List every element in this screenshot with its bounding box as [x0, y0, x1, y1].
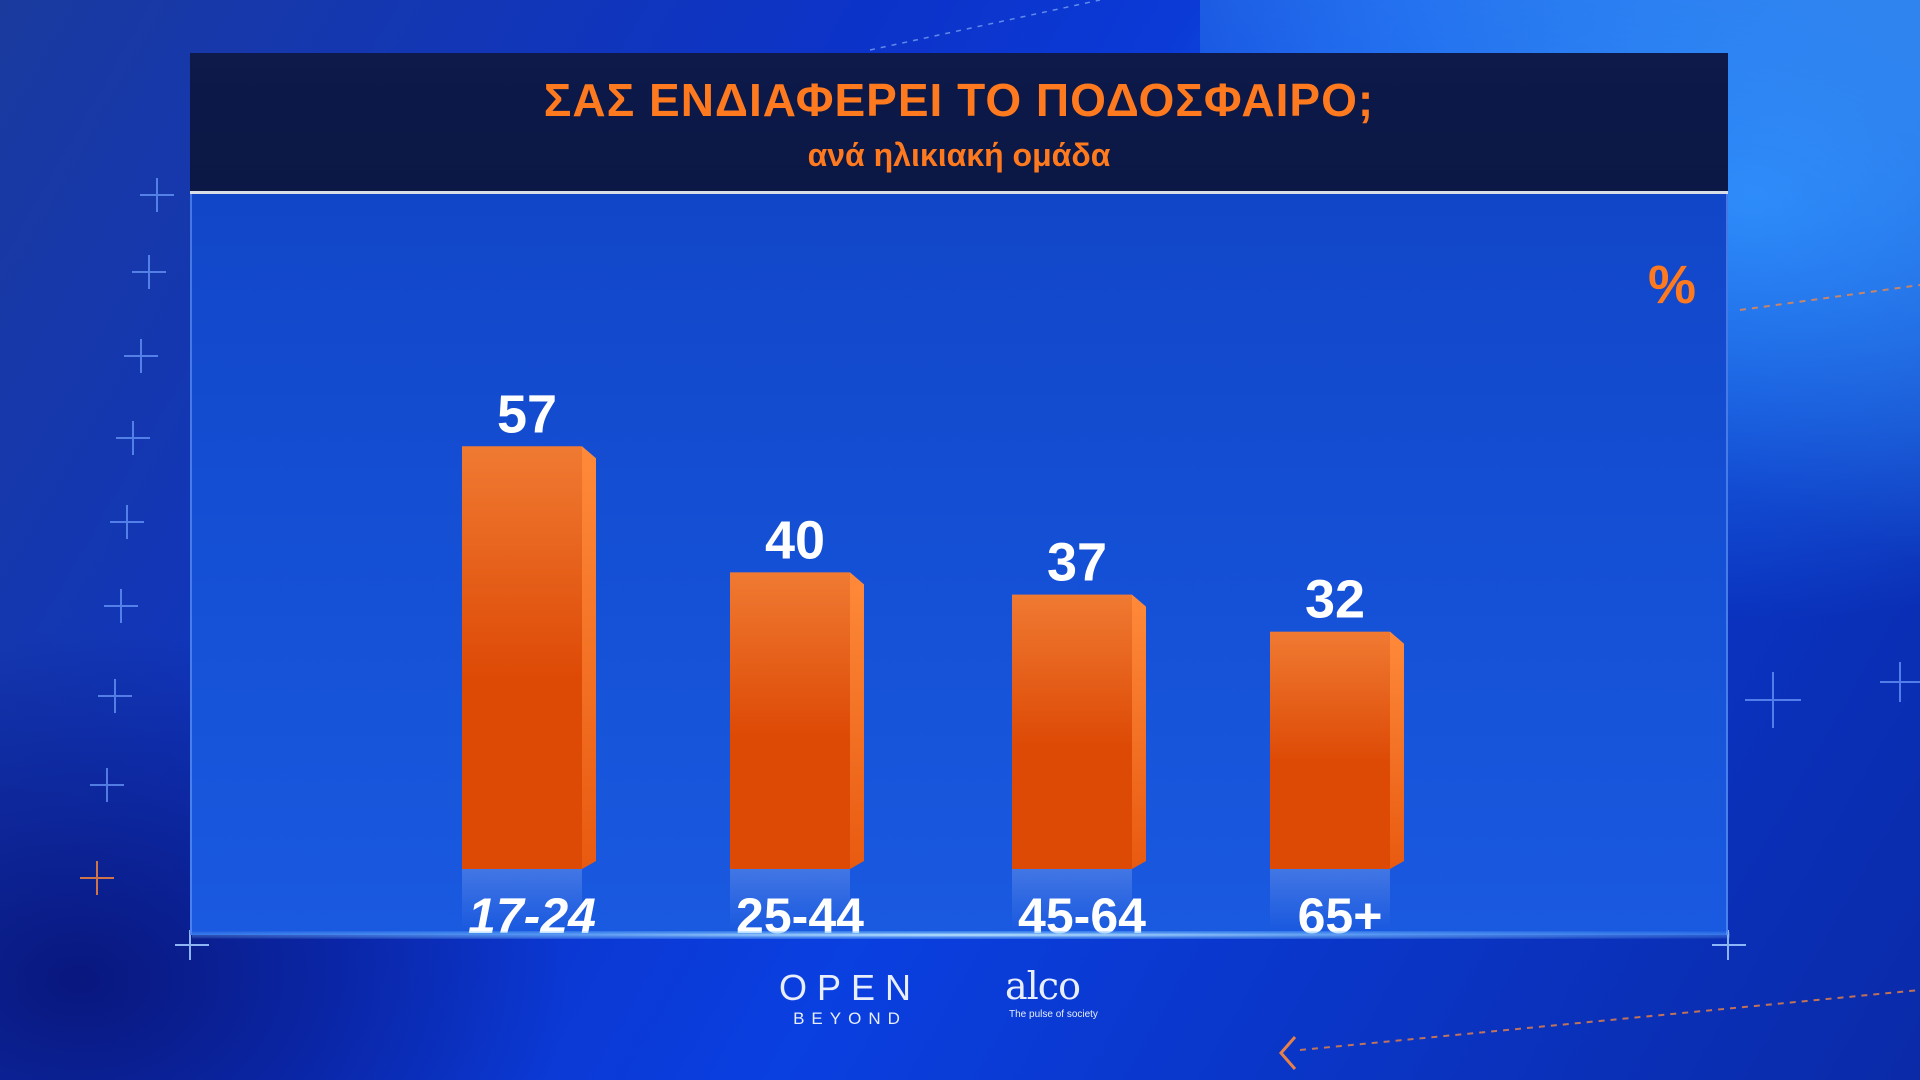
- bar-side-45-64: [1132, 594, 1146, 869]
- chart-subtitle: ανά ηλικιακή ομάδα: [807, 137, 1111, 173]
- bar-reflection: [1270, 869, 1390, 929]
- alco-tagline: The pulse of society: [1009, 1009, 1098, 1020]
- unit-label: %: [1647, 255, 1696, 315]
- bar-reflection: [730, 869, 850, 929]
- bar-group-65+: 32 65+: [1270, 570, 1404, 935]
- footer-logos: OPEN BEYOND alco The pulse of society: [0, 960, 1920, 1070]
- alco-logo-text: alco: [1005, 964, 1081, 1008]
- category-label-45-64: 45-64: [1018, 888, 1146, 935]
- bar-reflection: [1012, 869, 1132, 929]
- bar-group-17-24: 57 17-24: [462, 384, 596, 935]
- alco-logo: alco The pulse of society: [1005, 964, 1115, 1022]
- category-label-17-24: 17-24: [468, 888, 596, 935]
- bar-25-44: [730, 572, 850, 869]
- bar-group-45-64: 37 45-64: [1012, 533, 1146, 935]
- beyond-logo-text: BEYOND: [793, 1009, 907, 1028]
- plot-baseline-glow: [192, 931, 1730, 939]
- bar-side-17-24: [582, 446, 596, 869]
- bar-side-65+: [1390, 631, 1404, 869]
- category-label-25-44: 25-44: [736, 888, 864, 935]
- category-label-65+: 65+: [1298, 888, 1383, 935]
- bar-reflection: [462, 869, 582, 929]
- bar-side-25-44: [850, 572, 864, 869]
- open-beyond-logo: OPEN BEYOND: [775, 968, 925, 1030]
- value-label-65+: 32: [1305, 570, 1365, 630]
- bar-17-24: [462, 446, 582, 869]
- bar-chart: 57 17-24 40 25-44 37 45-64 32 65+: [462, 384, 1404, 935]
- value-label-17-24: 57: [497, 384, 557, 444]
- open-logo-text: OPEN: [778, 967, 922, 1008]
- chart-header: ΣΑΣ ΕΝΔΙΑΦΕΡΕΙ ΤΟ ΠΟΔΟΣΦΑΙΡΟ; ανά ηλικια…: [190, 53, 1728, 194]
- bar-group-25-44: 40 25-44: [730, 510, 864, 935]
- chart-panel: ΣΑΣ ΕΝΔΙΑΦΕΡΕΙ ΤΟ ΠΟΔΟΣΦΑΙΡΟ; ανά ηλικια…: [190, 53, 1730, 939]
- plot-area: % 57 17-24 40 25-44 37 45-64 32 65+: [190, 194, 1730, 939]
- bar-65+: [1270, 631, 1390, 869]
- value-label-25-44: 40: [765, 510, 825, 570]
- bar-45-64: [1012, 594, 1132, 869]
- value-label-45-64: 37: [1047, 533, 1107, 593]
- chart-title: ΣΑΣ ΕΝΔΙΑΦΕΡΕΙ ΤΟ ΠΟΔΟΣΦΑΙΡΟ;: [543, 74, 1375, 126]
